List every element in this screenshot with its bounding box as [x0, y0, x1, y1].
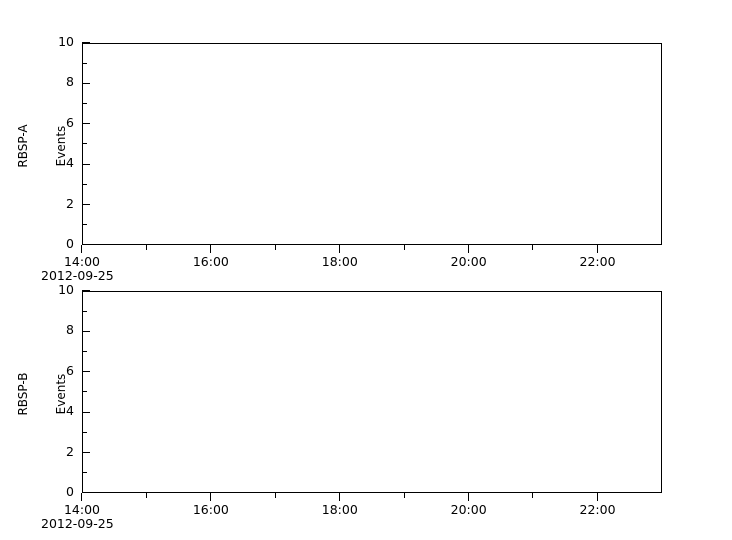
y-axis-title-line2: Events: [53, 373, 68, 415]
x-tick-major: [339, 245, 341, 253]
y-axis-title-line1: RBSP-B: [16, 372, 30, 416]
y-tick-minor: [82, 391, 87, 393]
x-tick-major: [210, 493, 212, 501]
y-tick-label: 0: [66, 236, 74, 251]
y-tick-label: 8: [66, 322, 74, 338]
x-tick-label: 16:00: [192, 502, 229, 517]
y-tick-label: 10: [58, 282, 74, 297]
x-tick-major: [81, 245, 83, 253]
y-tick-minor: [82, 431, 87, 433]
y-tick-label: 0: [66, 484, 74, 499]
y-tick-minor: [82, 310, 87, 312]
axes-frame-rbsp-a: [82, 43, 662, 245]
x-axis-date-label: 2012-09-25: [41, 516, 114, 531]
plot-panel-rbsp-b: RBSP-B Events 0 2 4 6 8 10 14:00 16:00 18:00 20:…: [0, 248, 732, 540]
y-tick-major: [82, 330, 90, 332]
y-tick-label: 2: [66, 443, 74, 459]
x-tick-label: 16:00: [192, 254, 229, 269]
y-tick-label: 10: [58, 34, 74, 49]
x-tick-major: [339, 493, 341, 501]
y-tick-major: [82, 203, 90, 205]
x-tick-major: [210, 245, 212, 253]
y-axis-title-rbsp-b: RBSP-B Events: [0, 334, 92, 454]
x-tick-label: 18:00: [321, 254, 358, 269]
plot-panel-rbsp-a: RBSP-A Events 0 2 4 6 8 10 14:00 16:00 18:00 20:…: [0, 34, 662, 283]
y-tick-major: [82, 244, 90, 246]
y-tick-major: [82, 492, 90, 494]
x-tick-minor: [145, 493, 147, 498]
y-tick-minor: [82, 143, 87, 145]
y-tick-major: [82, 82, 90, 84]
x-tick-major: [467, 245, 469, 253]
x-tick-label: 22:00: [579, 502, 616, 517]
y-axis-title-line2: Events: [53, 125, 68, 167]
y-tick-minor: [82, 183, 87, 185]
y-tick-major: [82, 371, 90, 373]
x-tick-minor: [274, 493, 276, 498]
y-tick-minor: [82, 224, 87, 226]
x-tick-label: 20:00: [450, 502, 487, 517]
y-tick-minor: [82, 102, 87, 104]
y-tick-label: 6: [66, 114, 74, 130]
y-axis-title-rbsp-a: RBSP-A Events: [0, 86, 92, 206]
y-tick-major: [82, 290, 90, 292]
y-tick-label: 6: [66, 362, 74, 378]
x-tick-minor: [532, 245, 534, 250]
y-tick-major: [82, 163, 90, 165]
y-tick-major: [82, 42, 90, 44]
y-tick-major: [82, 123, 90, 125]
x-tick-minor: [403, 245, 405, 250]
y-tick-label: 4: [66, 403, 74, 419]
y-tick-major: [82, 411, 90, 413]
y-tick-minor: [82, 350, 87, 352]
x-tick-label: 18:00: [321, 502, 358, 517]
y-tick-label: 8: [66, 74, 74, 90]
x-tick-label: 14:00: [63, 502, 101, 517]
y-tick-label: 2: [66, 195, 74, 211]
x-tick-major: [596, 245, 598, 253]
x-tick-major: [467, 493, 469, 501]
axes-frame-rbsp-b: [82, 291, 662, 493]
y-tick-label: 4: [66, 155, 74, 171]
x-axis-date-label: 2012-09-25: [41, 268, 114, 283]
x-tick-minor: [274, 245, 276, 250]
y-tick-minor: [82, 62, 87, 64]
x-tick-label: 20:00: [450, 254, 487, 269]
x-tick-major: [596, 493, 598, 501]
x-tick-label: 14:00: [63, 254, 101, 269]
x-tick-minor: [145, 245, 147, 250]
x-tick-minor: [532, 493, 534, 498]
y-tick-minor: [82, 472, 87, 474]
x-tick-major: [81, 493, 83, 501]
y-tick-major: [82, 451, 90, 453]
y-axis-title-line1: RBSP-A: [16, 124, 30, 168]
x-tick-minor: [403, 493, 405, 498]
x-tick-label: 22:00: [579, 254, 616, 269]
